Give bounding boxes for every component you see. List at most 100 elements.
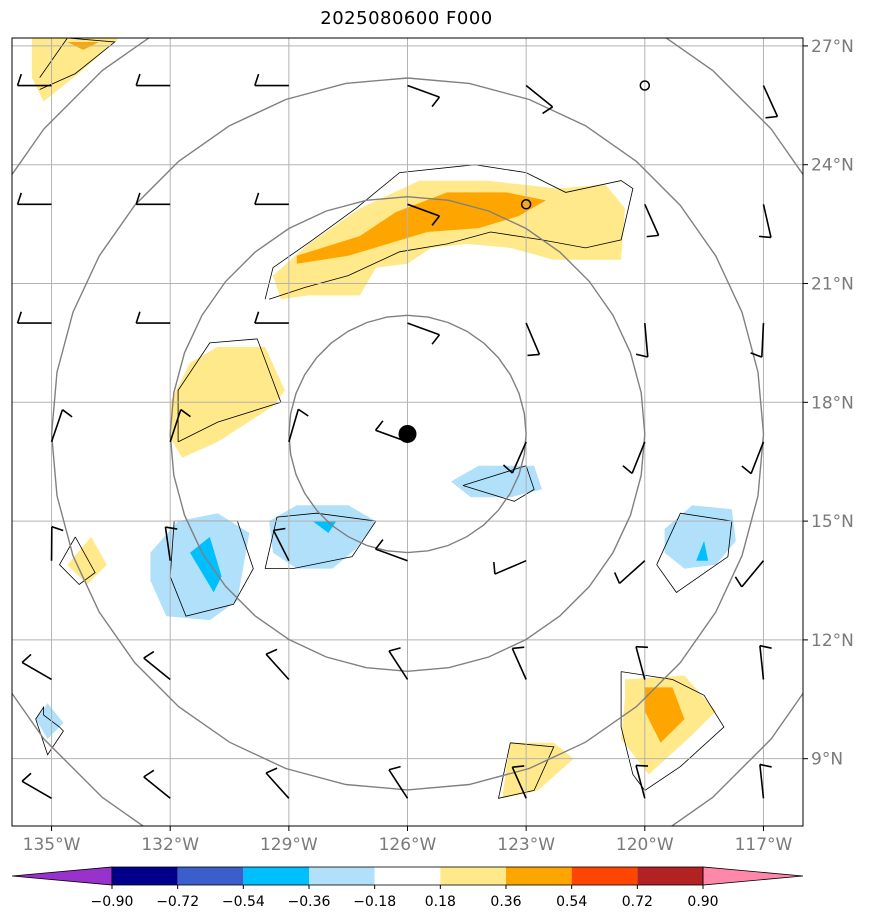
wind-barb-feather <box>51 525 64 532</box>
lon-tick-label: 135°W <box>23 835 81 855</box>
wind-barb-feather <box>16 311 23 324</box>
contour-line-2 <box>264 164 634 300</box>
wind-barb <box>388 765 409 799</box>
wind-barb-feather <box>734 576 743 588</box>
wind-barb <box>407 203 441 226</box>
wind-barb <box>254 73 289 87</box>
wind-barb-feather <box>527 353 540 357</box>
contour-line-10 <box>497 742 555 799</box>
colorbar-tick-label: −0.36 <box>288 894 331 910</box>
wind-barb-feather <box>180 408 191 418</box>
wind-barb <box>135 311 171 324</box>
wind-barb <box>525 84 554 115</box>
wind-barb <box>622 441 646 475</box>
wind-barb <box>265 648 290 681</box>
colorbar-segment <box>571 867 638 885</box>
calm-wind-marker <box>520 199 532 210</box>
lon-tick-label: 126°W <box>379 835 437 855</box>
anomaly-patch-1 <box>31 38 119 102</box>
anomaly-field-layer <box>31 38 736 799</box>
anomaly-patch-16 <box>696 540 709 561</box>
wind-barb-feather <box>143 769 155 778</box>
wind-barb-staff <box>143 776 171 799</box>
wind-barb <box>50 409 73 443</box>
wind-barb-feather <box>758 235 772 239</box>
wind-barb-staff <box>759 645 765 680</box>
colorbar-extend-high <box>702 866 804 886</box>
wind-barb-feather <box>741 465 752 475</box>
wind-barb-feather <box>613 572 621 584</box>
colorbar-segment <box>177 867 244 885</box>
wind-barb-feather <box>16 192 23 205</box>
wind-barb <box>254 192 289 206</box>
wind-barb-staff <box>618 560 646 585</box>
wind-barb-staff <box>143 657 171 681</box>
wind-barb-staff <box>525 84 554 108</box>
storm-center-marker <box>398 424 417 443</box>
wind-barb <box>254 311 289 324</box>
wind-barb-feather <box>254 73 260 86</box>
wind-barb-feather <box>254 192 260 205</box>
contour-line-4 <box>462 465 535 502</box>
wind-barb-staff <box>407 322 440 336</box>
wind-barb <box>762 85 779 119</box>
wind-barb-feather <box>61 409 73 418</box>
anomaly-patch-12 <box>269 505 376 569</box>
wind-barb <box>21 653 52 681</box>
wind-barb-staff <box>272 529 290 562</box>
wind-barb-feather <box>21 772 32 782</box>
wind-barb-staff <box>265 653 290 681</box>
range-ring <box>50 77 765 791</box>
lon-tick-label: 132°W <box>141 835 199 855</box>
lat-tick-label: 9°N <box>811 750 843 770</box>
wind-barb <box>16 73 52 87</box>
wind-barb-feather <box>135 192 141 205</box>
colorbar-segment <box>243 867 309 885</box>
wind-barb <box>143 769 171 799</box>
wind-barb-feather <box>512 765 525 769</box>
contour-line-8 <box>656 512 733 593</box>
wind-barb-staff <box>169 409 182 443</box>
wind-barb-staff <box>21 780 52 799</box>
wind-barb <box>759 763 772 799</box>
wind-barb-feather <box>297 408 309 417</box>
wind-barb-feather <box>635 645 649 649</box>
wind-barb-staff <box>631 441 646 474</box>
lon-tick-label: 117°W <box>735 835 793 855</box>
wind-barb <box>407 322 441 345</box>
wind-barb-staff <box>759 764 765 799</box>
wind-barb-staff <box>511 648 527 680</box>
wind-barb-staff <box>164 526 171 561</box>
wind-barb <box>741 441 765 475</box>
wind-barb-staff <box>388 650 409 680</box>
lat-tick-label: 18°N <box>811 393 854 413</box>
wind-barb <box>374 539 408 562</box>
colorbar: −0.90 −0.72 −0.54 −0.36 −0.18 0.18 0.36 0.54 0.7… <box>11 866 804 910</box>
wind-barb-staff <box>761 323 765 358</box>
wind-barb-feather <box>622 465 633 475</box>
wind-barb-staff <box>644 203 660 236</box>
wind-barb-staff <box>644 323 649 358</box>
colorbar-tick-label: 0.18 <box>425 894 456 910</box>
wind-barb-staff <box>762 85 779 117</box>
lat-tick-label: 21°N <box>811 275 854 295</box>
contour-line-7 <box>59 536 96 586</box>
colorbar-segment <box>506 867 572 885</box>
contour-line-3 <box>177 338 282 443</box>
lon-tick-label: 129°W <box>260 835 318 855</box>
wind-barb-staff <box>265 772 290 799</box>
colorbar-tick-label: −0.54 <box>222 894 265 910</box>
wind-barb-staff <box>511 441 527 474</box>
wind-barb-feather <box>750 352 763 358</box>
wind-barb-staff <box>407 203 440 217</box>
wind-barb-staff <box>511 766 527 799</box>
wind-barbs <box>16 73 779 799</box>
wind-barb-staff <box>494 559 527 575</box>
wind-barb-feather <box>16 73 23 86</box>
wind-barb-feather <box>512 646 525 650</box>
wind-barb-feather <box>265 648 278 655</box>
wind-barb <box>525 322 541 357</box>
wind-barb <box>759 644 772 680</box>
